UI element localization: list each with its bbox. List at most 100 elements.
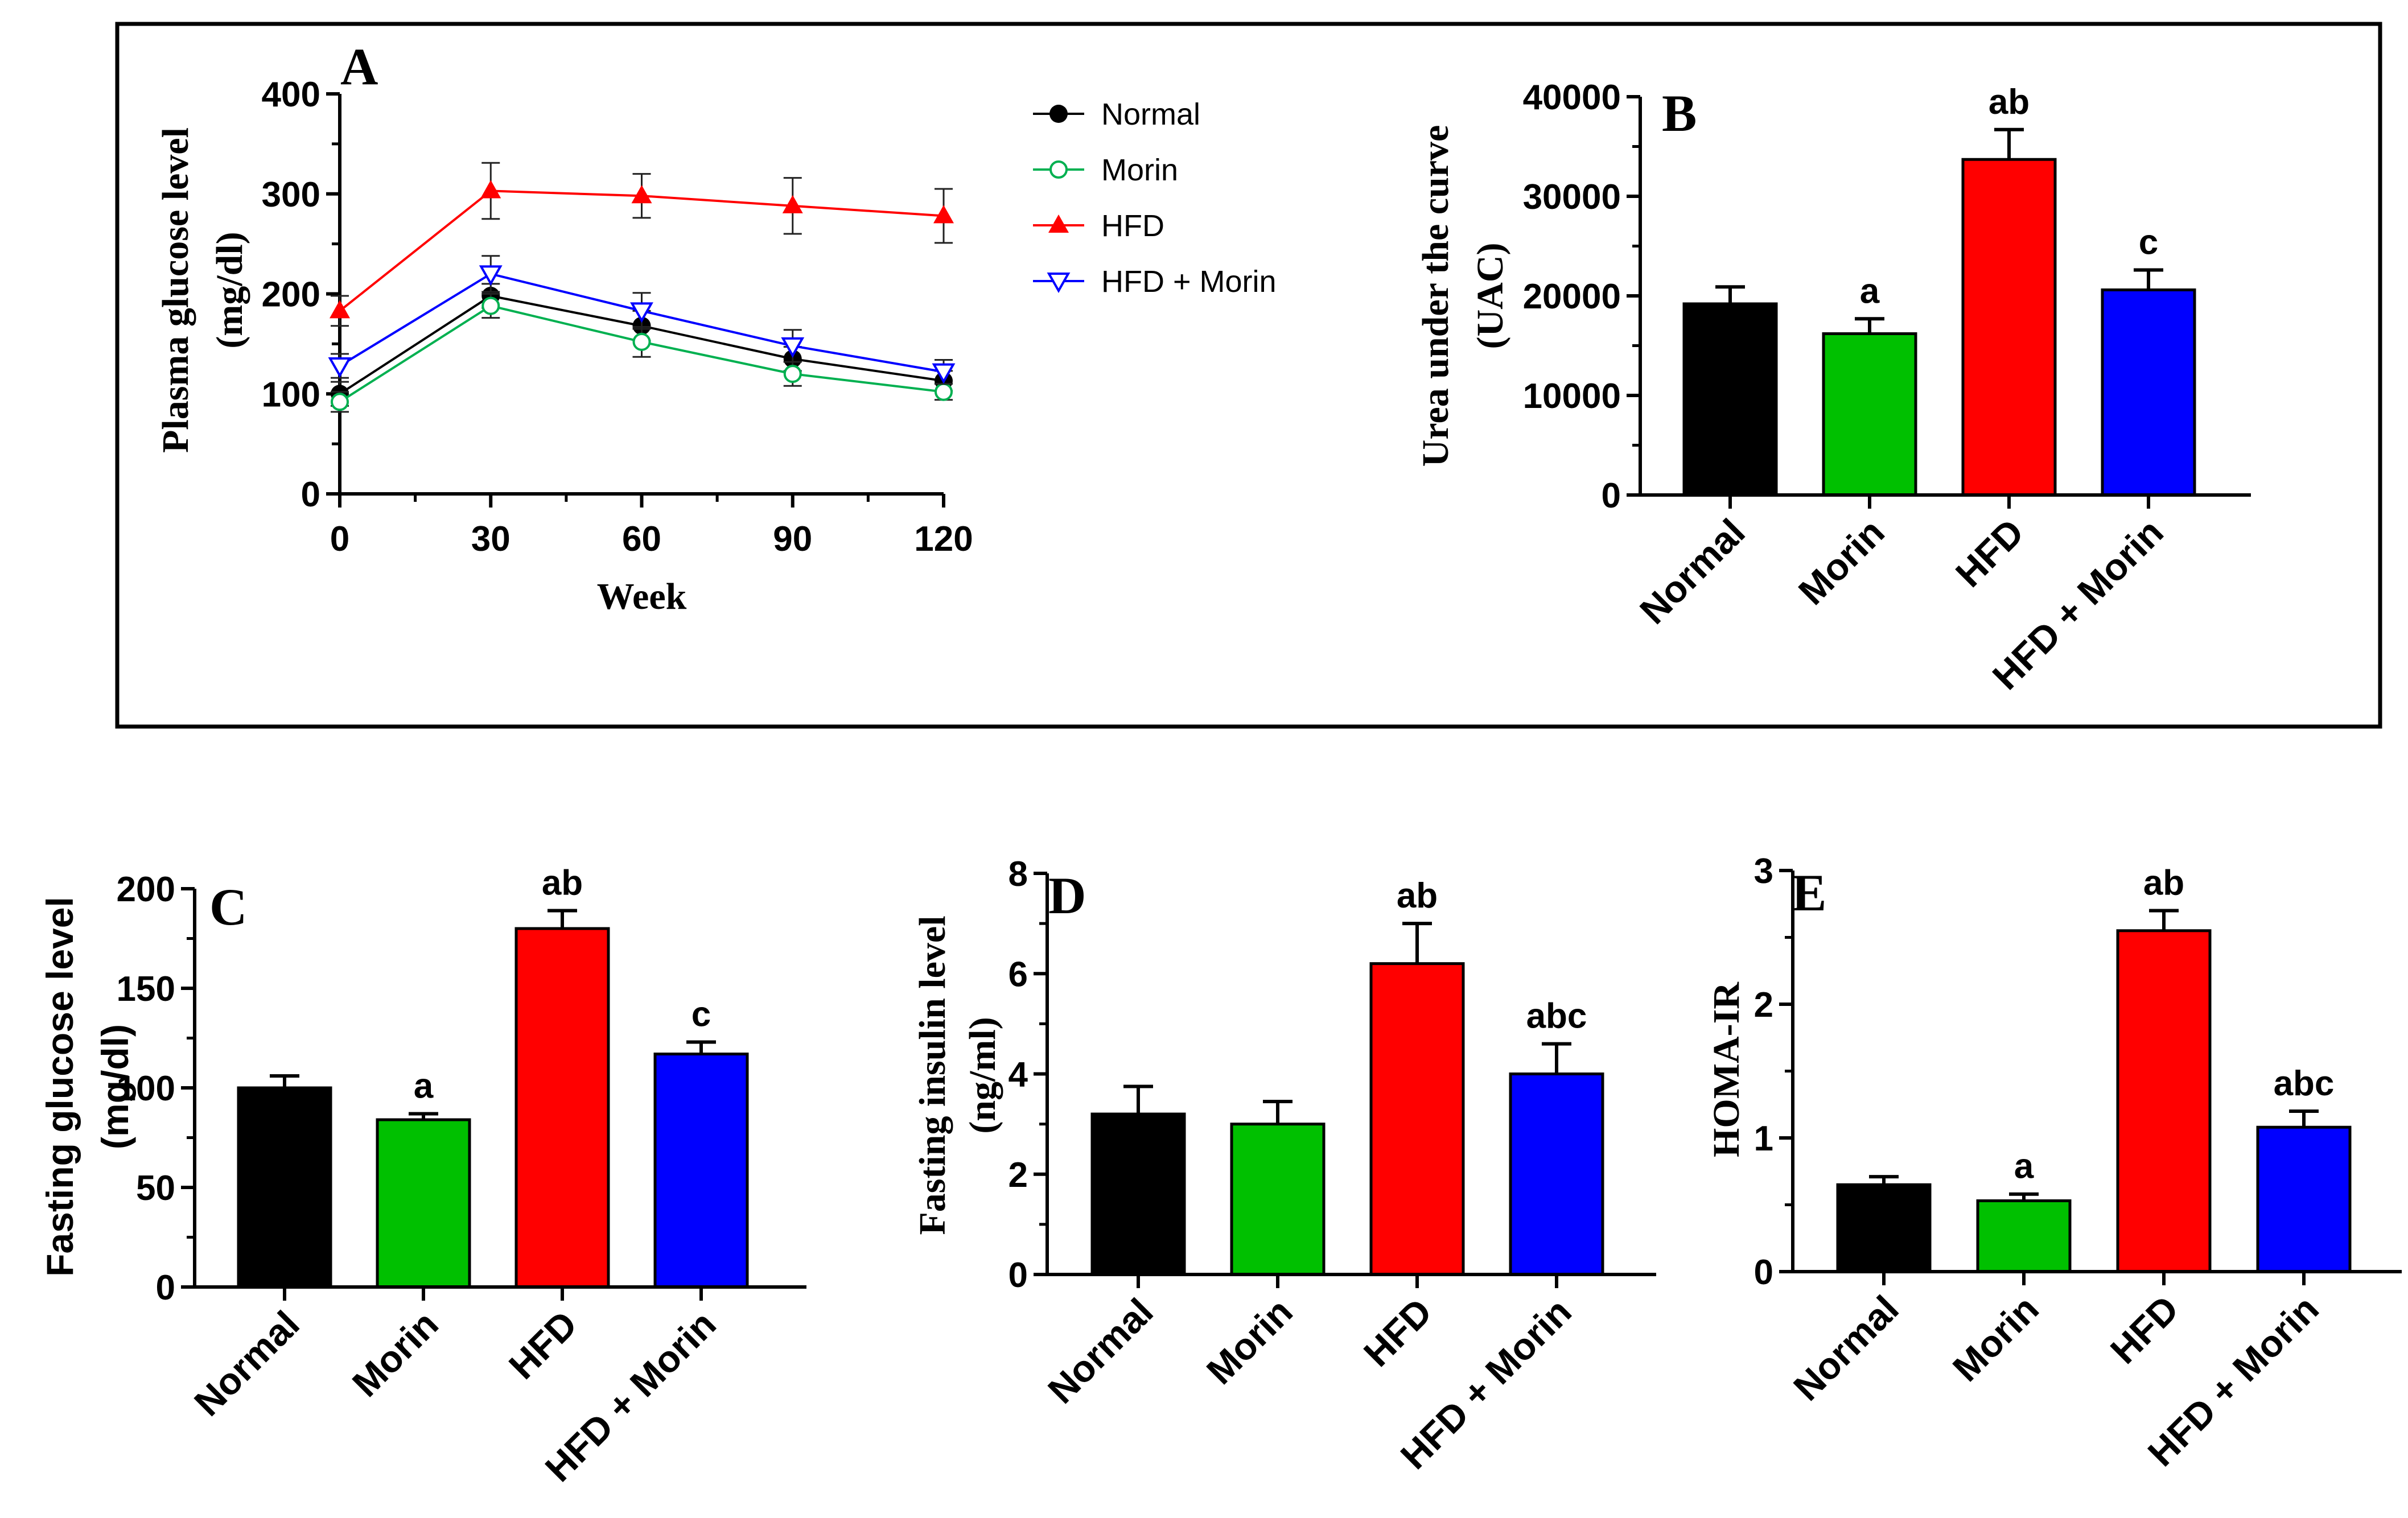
panel-b-y-axis-title: (UAC) [1470,243,1511,349]
panel-a-data-point [481,296,500,315]
panel-a-x-tick-label: 30 [471,519,511,559]
panel-c-category-label: Normal [186,1303,307,1424]
panel-a-data-point [331,393,349,411]
panel-a-data-point [782,195,803,213]
panel-d-category-label: Morin [1199,1290,1300,1392]
panel-a-x-tick-label: 90 [773,519,812,559]
panel-c-y-tick-label: 100 [117,1069,175,1108]
panel-b-y-tick-label: 10000 [1523,377,1621,416]
panel-e-bar [1836,1183,1932,1273]
panel-a-y-axis-title: (mg/dl) [209,232,250,348]
panel-b-y-axis-title: Urea under the curve [1415,125,1456,467]
panel-d-category-label: Normal [1040,1290,1161,1412]
panel-e-significance-label: abc [2274,1064,2335,1103]
panel-e-bar [2256,1125,2352,1273]
panel-c-bar [376,1118,471,1289]
panel-b-bar [1682,302,1778,497]
panel-a-y-tick-label: 200 [262,275,320,315]
panel-d-y-tick-label: 4 [1009,1055,1028,1095]
panel-a-legend-marker [1049,105,1068,123]
panel-b-y-tick-label: 40000 [1523,78,1621,117]
panel-d-letter: D [1048,867,1086,925]
panel-a-y-tick-label: 400 [262,75,320,114]
panel-c-bar [514,927,610,1289]
panel-c-y-axis-title: (mg/dl) [94,1024,136,1149]
panel-a-y-axis-title: Plasma glucose level [155,127,196,453]
panel-e-bar [2116,929,2212,1273]
panel-a-legend-marker [1047,273,1071,294]
panel-a-data-point [935,382,953,401]
panel-a-legend-marker [1049,160,1068,179]
panel-a-letter: A [340,38,378,96]
panel-b-bar [2101,288,2196,497]
panel-b-y-tick-label: 0 [1602,476,1621,515]
panel-c-bar [653,1053,749,1289]
panel-a-y-tick-label: 0 [301,475,320,514]
panel-c-y-axis-title: Fasting glucose level [39,897,81,1277]
panel-a-data-point [632,332,651,351]
panel-c-y-tick-label: 50 [136,1169,175,1208]
panel-c-bar [237,1086,332,1289]
panel-b-significance-label: ab [1989,82,2030,122]
panel-a-legend-marker [1048,214,1069,233]
panel-a-legend-label: HFD + Morin [1101,265,1277,299]
panel-d-y-tick-label: 2 [1009,1156,1028,1195]
panel-a-data-point [781,337,805,358]
panel-e-y-tick-label: 0 [1754,1253,1773,1292]
panel-d-category-label: HFD [1356,1290,1440,1375]
panel-a-y-tick-label: 100 [262,375,320,414]
panel-a-legend-label: Morin [1101,153,1178,187]
panel-b-y-tick-label: 20000 [1523,277,1621,316]
panel-c-y-tick-label: 200 [117,870,175,909]
panel-a-line-chart: A 0 100 200 300 400 0 30 60 90 120 Week Plasma gluco… [155,38,1277,617]
panel-a-data-point [783,365,802,383]
panel-e-category-label: Normal [1785,1288,1907,1409]
panel-b-category-label: Morin [1790,511,1892,613]
panel-b-y-tick-label: 30000 [1523,178,1621,217]
panel-b-bar [1961,158,2057,497]
panel-c-significance-label: ab [542,864,583,903]
panel-c-significance-label: a [414,1067,434,1106]
panel-a-data-point [932,363,956,384]
panel-b-significance-label: a [1860,271,1880,311]
panel-a-data-point [330,300,350,319]
panel-d-bar [1369,962,1465,1276]
panel-d-y-tick-label: 0 [1009,1256,1028,1295]
panel-b-category-label: Normal [1632,511,1753,632]
panel-a-x-tick-label: 60 [622,519,661,559]
panel-a-data-point [479,265,503,286]
panel-a-data-point [933,205,954,224]
panel-a-data-point [631,185,652,204]
top-panel-frame [115,22,2382,729]
panel-d-bar [1230,1123,1326,1276]
panel-a-x-tick-label: 0 [330,519,349,559]
panel-d-y-tick-label: 8 [1009,855,1028,894]
panel-c-y-tick-label: 0 [156,1268,175,1307]
panel-e-y-tick-label: 3 [1754,852,1773,891]
panel-d-significance-label: abc [1526,997,1587,1036]
panel-e-y-tick-label: 2 [1754,985,1773,1025]
panel-a-y-tick-label: 300 [262,175,320,214]
panel-c-significance-label: c [691,995,711,1034]
panel-b-letter: B [1662,84,1697,142]
panel-e-significance-label: ab [2143,864,2184,903]
panel-c-category-label: Morin [344,1303,446,1405]
panel-e-significance-label: a [2014,1147,2034,1186]
panel-c-category-label: HFD [501,1303,585,1387]
panel-a-x-tick-label: 120 [914,519,973,559]
panel-e-y-axis-title: HOMA-IR [1706,981,1747,1157]
panel-c-letter: C [209,878,247,936]
panel-c-y-tick-label: 150 [117,970,175,1009]
panel-a-series-hfd [330,162,954,327]
panel-d-significance-label: ab [1397,876,1438,915]
panel-a-x-axis-title: Week [597,576,687,617]
panel-d-bar [1509,1072,1604,1276]
panel-d-y-tick-label: 6 [1009,955,1028,994]
panel-a-series-hfd-morin [328,255,956,385]
panel-e-y-tick-label: 1 [1754,1119,1773,1158]
